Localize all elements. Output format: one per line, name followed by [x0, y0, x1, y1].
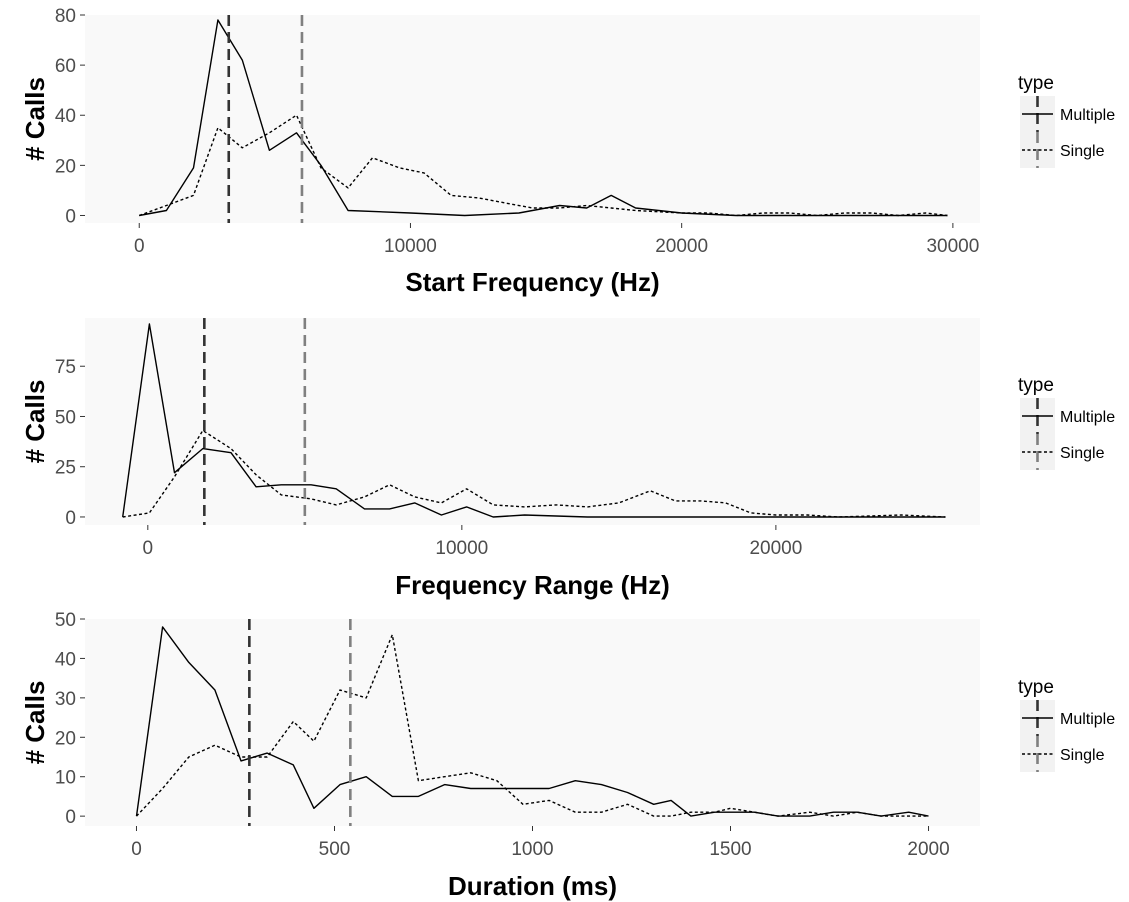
- x-tick-label: 30000: [926, 236, 979, 257]
- legend: type Multiple Single: [1018, 677, 1115, 772]
- legend-label: Multiple: [1060, 711, 1115, 728]
- x-tick-label: 20000: [655, 236, 708, 257]
- x-tick-label: 20000: [749, 538, 802, 559]
- y-tick-label: 75: [55, 357, 76, 378]
- y-tick-label: 0: [65, 206, 76, 227]
- y-tick-label: 20: [55, 728, 76, 749]
- legend-label: Single: [1060, 747, 1105, 764]
- x-axis-title: Start Frequency (Hz): [405, 267, 659, 297]
- y-tick-label: 60: [55, 56, 76, 77]
- legend-title: type: [1018, 73, 1054, 94]
- x-axis-title: Frequency Range (Hz): [395, 570, 670, 600]
- x-tick-label: 0: [143, 538, 154, 559]
- series-line-single: [122, 429, 946, 518]
- legend-key-single: [1020, 736, 1055, 772]
- y-tick-label: 50: [55, 610, 76, 631]
- plot-background: [85, 619, 980, 826]
- series-line-multiple: [122, 323, 946, 518]
- x-tick-label: 1000: [511, 839, 553, 860]
- plot-background: [85, 15, 980, 223]
- series-line-multiple: [139, 19, 948, 217]
- series-line-single: [135, 634, 929, 817]
- chart-panel-2: 0 25 50 75 0 10000 20000 Frequency Range (Hz) # …: [20, 318, 1115, 600]
- y-tick-label: 80: [55, 6, 76, 27]
- y-tick-label: 10: [55, 768, 76, 789]
- legend: type Multiple Single: [1018, 73, 1115, 168]
- legend-title: type: [1018, 375, 1054, 396]
- x-axis-title: Duration (ms): [448, 871, 617, 901]
- y-axis-title: # Calls: [20, 380, 50, 464]
- y-tick-label: 20: [55, 156, 76, 177]
- legend-key-multiple: [1020, 96, 1055, 132]
- legend-key-single: [1020, 132, 1055, 168]
- series-line-multiple: [135, 626, 929, 817]
- plot-background: [85, 318, 980, 525]
- x-tick-label: 500: [319, 839, 351, 860]
- legend-key-single: [1020, 434, 1055, 470]
- y-tick-label: 30: [55, 689, 76, 710]
- legend-key-multiple: [1020, 700, 1055, 736]
- legend-label: Single: [1060, 445, 1105, 462]
- x-tick-label: 2000: [907, 839, 949, 860]
- x-tick-label: 1500: [709, 839, 751, 860]
- y-tick-label: 40: [55, 106, 76, 127]
- legend-label: Multiple: [1060, 107, 1115, 124]
- chart-panel-1: 0 20 40 60 80 0 10000 20000 30000 Start Frequency…: [20, 6, 1115, 297]
- y-tick-label: 0: [65, 508, 76, 529]
- x-tick-label: 10000: [435, 538, 488, 559]
- legend-label: Single: [1060, 143, 1105, 160]
- x-tick-label: 0: [134, 236, 145, 257]
- legend-key-multiple: [1020, 398, 1055, 434]
- y-tick-label: 50: [55, 407, 76, 428]
- legend: type Multiple Single: [1018, 375, 1115, 470]
- x-tick-label: 10000: [384, 236, 437, 257]
- y-axis-title: # Calls: [20, 681, 50, 765]
- y-tick-label: 40: [55, 649, 76, 670]
- y-axis-title: # Calls: [20, 77, 50, 161]
- legend-label: Multiple: [1060, 409, 1115, 426]
- x-tick-label: 0: [131, 839, 142, 860]
- legend-title: type: [1018, 677, 1054, 698]
- y-tick-label: 0: [65, 807, 76, 828]
- y-tick-label: 25: [55, 458, 76, 479]
